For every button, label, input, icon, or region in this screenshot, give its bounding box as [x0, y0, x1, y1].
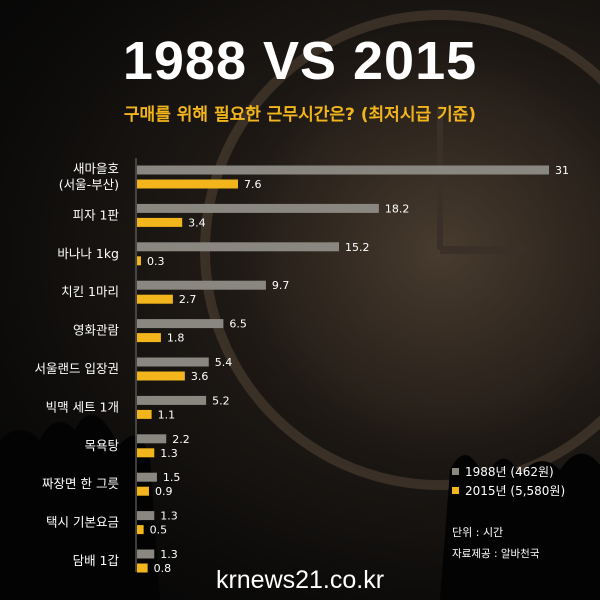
- value-label-1988: 5.4: [215, 356, 233, 369]
- bar-2015: [137, 409, 152, 419]
- value-label-2015: 0.8: [154, 562, 172, 575]
- bar-1988: [137, 511, 155, 521]
- value-label-1988: 15.2: [345, 241, 370, 254]
- bar-1988: [137, 280, 266, 290]
- legend-swatch-2015: [452, 487, 459, 494]
- category-label: 바나나 1kg: [57, 246, 119, 261]
- legend-item-1988: 1988년 (462원): [452, 462, 565, 481]
- value-label-1988: 31: [555, 164, 569, 177]
- legend-label-1988: 1988년 (462원): [465, 465, 554, 479]
- bar-2015: [137, 525, 144, 535]
- value-label-1988: 6.5: [229, 318, 247, 331]
- bar-2015: [137, 448, 155, 458]
- value-label-1988: 18.2: [385, 202, 410, 215]
- bar-2015: [137, 563, 148, 573]
- value-label-1988: 9.7: [272, 279, 290, 292]
- category-label: 치킨 1마리: [61, 284, 119, 299]
- legend-item-2015: 2015년 (5,580원): [452, 481, 565, 500]
- value-label-2015: 2.7: [179, 293, 197, 306]
- bar-2015: [137, 294, 173, 304]
- bar-2015: [137, 179, 239, 189]
- value-label-2015: 3.6: [191, 370, 209, 383]
- bar-2015: [137, 486, 149, 496]
- value-label-1988: 1.3: [160, 510, 178, 523]
- value-label-2015: 1.1: [158, 408, 176, 421]
- bar-2015: [137, 371, 185, 381]
- value-label-1988: 2.2: [172, 433, 190, 446]
- bar-2015: [137, 217, 183, 227]
- bar-1988: [137, 472, 157, 482]
- category-label: 새마을호: [73, 161, 119, 176]
- bar-1988: [137, 203, 379, 213]
- category-label: 담배 1갑: [73, 553, 120, 568]
- value-label-2015: 0.5: [150, 524, 168, 537]
- value-label-2015: 3.4: [188, 216, 206, 229]
- page-title: 1988 VS 2015: [122, 31, 478, 91]
- value-label-1988: 1.5: [163, 471, 181, 484]
- bar-1988: [137, 165, 549, 175]
- legend-swatch-1988: [452, 468, 459, 475]
- bar-1988: [137, 395, 207, 405]
- bar-2015: [137, 256, 141, 266]
- site-url: krnews21.co.kr: [215, 566, 385, 594]
- value-label-1988: 5.2: [212, 394, 230, 407]
- category-label: 피자 1판: [73, 207, 120, 222]
- value-label-2015: 0.3: [147, 255, 165, 268]
- bar-1988: [137, 242, 340, 252]
- category-label: (서울-부산): [59, 177, 119, 192]
- bar-1988: [137, 319, 224, 329]
- category-label: 서울랜드 입장권: [35, 361, 119, 376]
- bar-1988: [137, 357, 209, 367]
- unit-label: 단위 : 시간: [452, 526, 504, 539]
- source-label: 자료제공 : 알바천국: [452, 548, 540, 560]
- value-label-2015: 0.9: [155, 485, 173, 498]
- bar-1988: [137, 549, 155, 559]
- value-label-2015: 1.3: [160, 447, 178, 460]
- category-label: 영화관람: [73, 323, 120, 338]
- category-label: 택시 기본요금: [46, 515, 119, 530]
- category-label: 목욕탕: [84, 438, 119, 453]
- value-label-2015: 7.6: [244, 178, 262, 191]
- legend-label-2015: 2015년 (5,580원): [465, 484, 566, 498]
- value-label-1988: 1.3: [160, 548, 178, 561]
- category-label: 빅맥 세트 1개: [46, 399, 119, 414]
- value-label-2015: 1.8: [167, 332, 185, 345]
- legend: 1988년 (462원) 2015년 (5,580원): [452, 462, 565, 500]
- category-label: 짜장면 한 그릇: [42, 476, 119, 491]
- page-subtitle: 구매를 위해 필요한 근무시간은? (최저시급 기준): [123, 105, 477, 125]
- bar-2015: [137, 333, 161, 343]
- bar-1988: [137, 434, 167, 444]
